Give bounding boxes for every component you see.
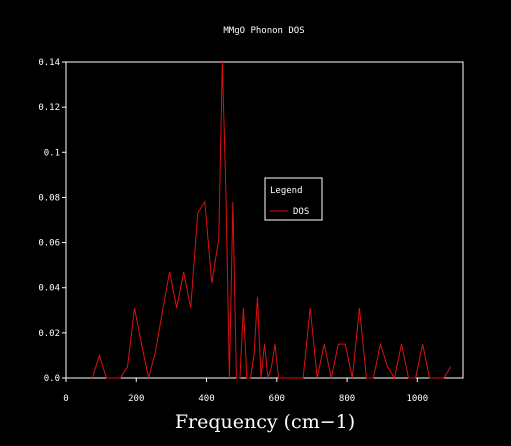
legend-title: Legend: [270, 186, 303, 196]
x-tick-label: 800: [339, 394, 355, 404]
legend-label-dos: DOS: [293, 207, 309, 217]
y-tick-label: 0.02: [38, 329, 60, 339]
y-tick-label: 0.14: [38, 58, 60, 68]
y-axis: 0.0 0.02 0.04 0.06 0.08 0.1 0.12 0.14: [38, 58, 66, 384]
x-tick-label: 200: [128, 394, 144, 404]
y-tick-label: 0.08: [38, 193, 60, 203]
legend: Legend DOS: [264, 177, 323, 221]
x-tick-label: 0: [63, 394, 68, 404]
y-tick-label: 0.0: [44, 374, 60, 384]
y-tick-label: 0.12: [38, 103, 60, 113]
x-tick-label: 1000: [406, 394, 428, 404]
series-line-dos: [91, 61, 452, 380]
chart-title: MMgO Phonon DOS: [223, 26, 304, 36]
x-tick-label: 400: [198, 394, 214, 404]
y-tick-label: 0.06: [38, 239, 60, 249]
x-axis-label: Frequency (cm−1): [175, 411, 355, 433]
x-tick-label: 600: [269, 394, 285, 404]
legend-box: [264, 177, 323, 221]
y-tick-label: 0.1: [44, 148, 60, 158]
plot-area-frame: [65, 61, 464, 379]
x-axis: 0 200 400 600 800 1000: [63, 378, 428, 404]
y-tick-label: 0.04: [38, 284, 60, 294]
